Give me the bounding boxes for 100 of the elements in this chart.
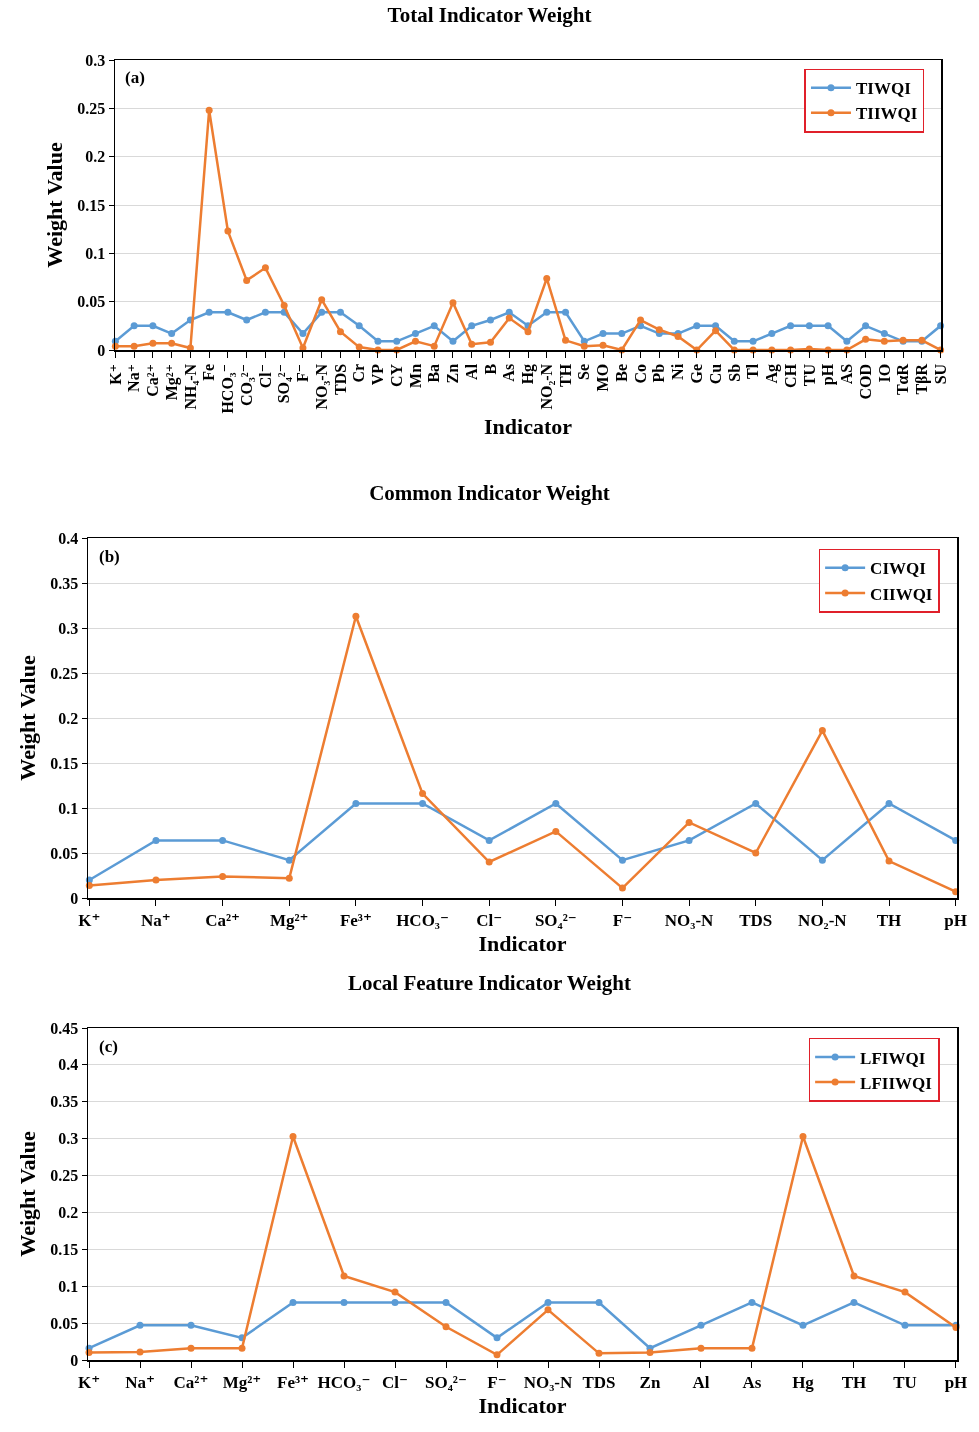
x-tick-label: SO₄²⁻ xyxy=(275,363,293,404)
legend-label: TIWQI xyxy=(855,79,912,99)
x-tick-label: Sb xyxy=(725,363,743,382)
y-tick-label: 0.35 xyxy=(50,574,79,592)
x-tick-label: Ca²⁺ xyxy=(173,1372,209,1392)
y-tick-label: 0.1 xyxy=(58,799,79,817)
y-tick-label: 0 xyxy=(70,1351,79,1369)
y-tick-label: 0.1 xyxy=(58,1277,79,1295)
y-tick-label: 0.2 xyxy=(58,709,79,727)
y-tick-label: 0.25 xyxy=(50,1167,79,1185)
legend-label: LFIIWQI xyxy=(860,1073,933,1093)
x-tick-label: Se xyxy=(575,363,593,380)
y-tick-label: 0.1 xyxy=(85,244,106,262)
x-tick-label: Ge xyxy=(688,363,705,384)
x-tick-label: TβR xyxy=(913,363,932,395)
y-tick-label: 0.3 xyxy=(58,619,79,637)
x-tick-label: F⁻ xyxy=(612,910,633,930)
x-tick-label: CO₃²⁻ xyxy=(237,363,255,406)
x-tick-label: Cl⁻ xyxy=(382,1372,408,1392)
x-tick-label: Mg²⁺ xyxy=(222,1372,262,1392)
annotation: (b) xyxy=(99,547,120,566)
x-tick-label: NO₂-N xyxy=(537,363,555,410)
y-tick-label: 0.25 xyxy=(77,99,106,117)
y-tick-label: 0.05 xyxy=(77,293,106,311)
annotation: (a) xyxy=(125,68,145,87)
x-tick-label: Cl⁻ xyxy=(476,910,503,930)
legend-label: CIWQI xyxy=(870,559,927,579)
y-tick-label: 0.35 xyxy=(50,1093,79,1111)
x-tick-label: VP xyxy=(369,363,387,386)
x-tick-label: F⁻ xyxy=(294,363,312,383)
x-tick-label: NO₂-N xyxy=(798,910,848,930)
legend-label: TIIWQI xyxy=(855,104,918,124)
y-tick-label: 0.15 xyxy=(50,1240,79,1258)
y-tick-label: 0.4 xyxy=(58,529,79,547)
chart-title: Total Indicator Weight xyxy=(387,2,592,27)
x-tick-label: SO₄²⁻ xyxy=(425,1372,467,1392)
y-tick-label: 0.4 xyxy=(58,1056,79,1074)
x-axis-title: Indicator xyxy=(478,1392,567,1418)
chart-title: Local Feature Indicator Weight xyxy=(348,970,631,995)
y-tick-label: 0.2 xyxy=(85,148,106,166)
x-tick-label: TU xyxy=(893,1372,917,1392)
legend-label: CIIWQI xyxy=(870,584,933,604)
y-tick-label: 0.15 xyxy=(50,754,79,772)
x-tick-label: TU xyxy=(800,363,818,387)
x-tick-label: HCO₃⁻ xyxy=(219,363,237,414)
x-tick-label: Ca²⁺ xyxy=(144,363,162,397)
x-tick-label: SO₄²⁻ xyxy=(534,910,577,930)
chart-title: Common Indicator Weight xyxy=(369,481,610,506)
y-axis-title: Weight Value xyxy=(15,655,41,781)
legend-label: LFIWQI xyxy=(860,1048,926,1068)
x-tick-label: TDS xyxy=(739,910,773,930)
x-tick-label: MO xyxy=(594,363,612,392)
x-tick-label: Hg xyxy=(519,363,538,385)
x-axis-title: Indicator xyxy=(478,930,567,956)
y-tick-label: 0.05 xyxy=(50,844,79,862)
y-tick-label: 0 xyxy=(97,341,106,359)
x-tick-label: CY xyxy=(387,363,405,388)
x-tick-label: NH₄-N xyxy=(181,363,199,410)
x-tick-label: pH xyxy=(944,910,968,930)
x-tick-label: Fe xyxy=(200,363,218,381)
x-tick-label: Ag xyxy=(763,363,782,384)
x-tick-label: AS xyxy=(838,363,856,385)
x-tick-label: pH xyxy=(944,1372,968,1392)
x-tick-label: Al xyxy=(692,1372,710,1392)
y-tick-label: 0.45 xyxy=(50,1019,79,1037)
y-tick-label: 0 xyxy=(70,889,79,907)
y-tick-label: 0.05 xyxy=(50,1314,79,1332)
y-tick-label: 0.3 xyxy=(85,51,106,69)
x-tick-label: TDS xyxy=(582,1372,616,1392)
x-tick-label: SU xyxy=(931,363,949,385)
x-tick-label: COD xyxy=(856,363,874,400)
x-tick-label: Mn xyxy=(406,363,424,388)
x-tick-label: Na⁺ xyxy=(141,910,171,930)
y-tick-label: 0.25 xyxy=(50,664,79,682)
x-tick-label: Zn xyxy=(444,363,462,384)
x-tick-label: Be xyxy=(612,363,630,382)
x-tick-label: TDS xyxy=(331,363,349,396)
x-tick-label: Ba xyxy=(425,363,443,383)
x-tick-label: Pb xyxy=(650,363,668,383)
x-tick-label: TH xyxy=(876,910,902,930)
x-tick-label: Tl xyxy=(744,363,762,380)
x-tick-label: Hg xyxy=(792,1372,815,1392)
y-tick-label: 0.3 xyxy=(58,1130,79,1148)
x-tick-label: HCO₃⁻ xyxy=(317,1372,371,1392)
x-tick-label: TH xyxy=(556,363,574,388)
y-tick-label: 0.2 xyxy=(58,1204,79,1222)
x-tick-label: Ni xyxy=(669,363,687,380)
x-tick-label: Fe³⁺ xyxy=(339,910,372,930)
x-tick-label: Al xyxy=(462,363,480,380)
x-tick-label: CH xyxy=(781,363,799,388)
x-tick-label: Mg²⁺ xyxy=(162,363,181,401)
x-tick-label: K⁺ xyxy=(77,1372,101,1392)
x-tick-label: TαR xyxy=(894,363,912,396)
x-tick-label: HCO₃⁻ xyxy=(396,910,449,930)
x-tick-label: TH xyxy=(841,1372,867,1392)
x-tick-label: B xyxy=(481,363,499,375)
x-tick-label: Fe³⁺ xyxy=(277,1372,310,1392)
y-tick-label: 0.15 xyxy=(77,196,106,214)
x-tick-label: Mg²⁺ xyxy=(269,910,309,930)
x-tick-label: Ca²⁺ xyxy=(205,910,241,930)
